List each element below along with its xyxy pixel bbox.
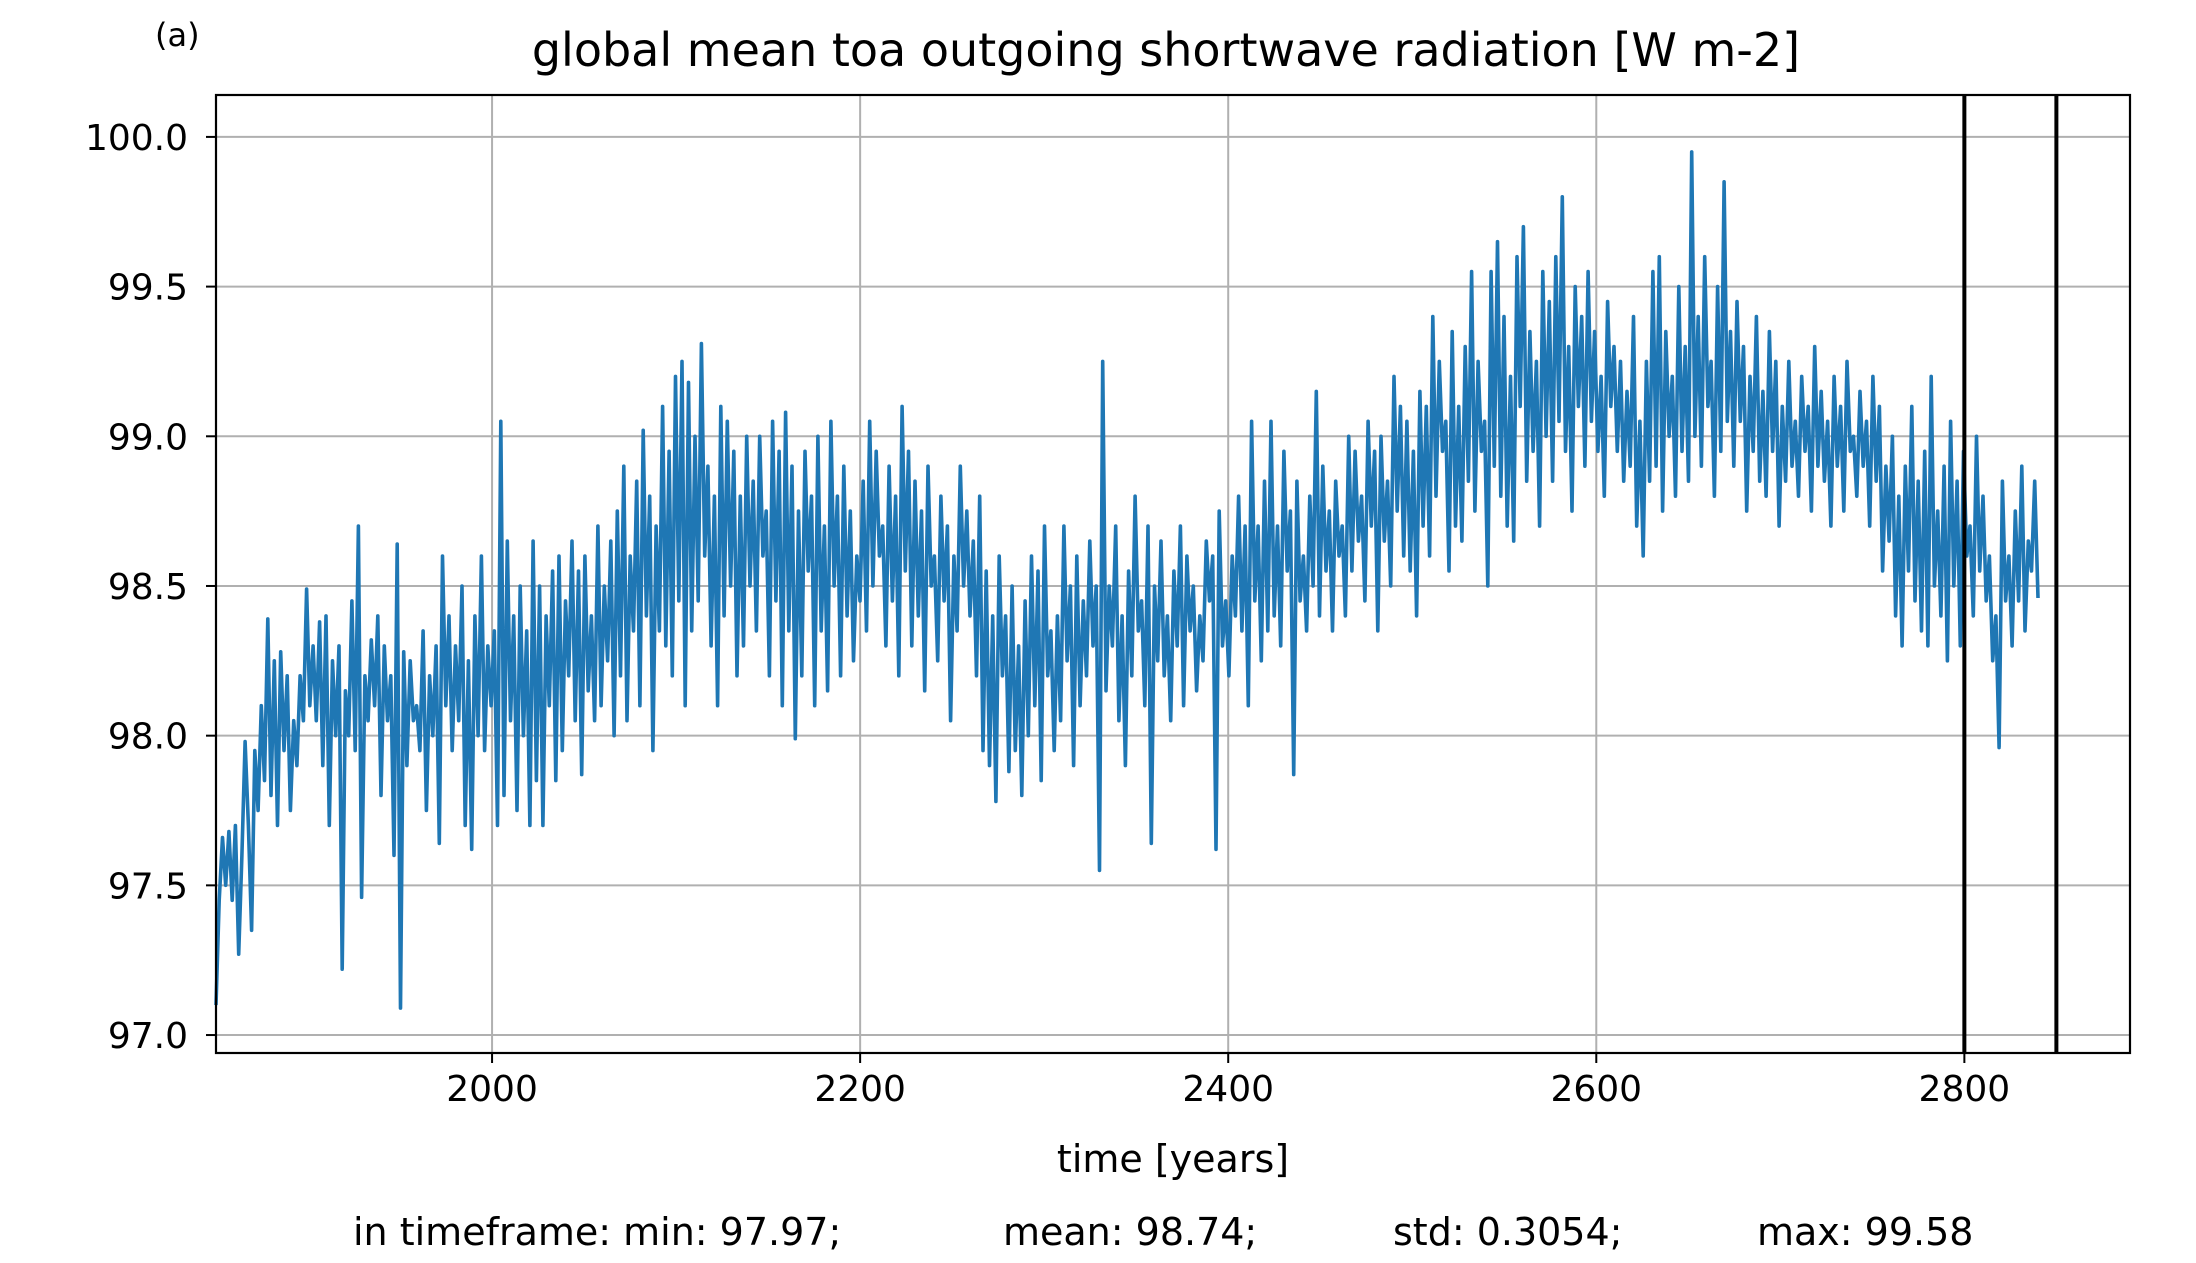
x-tick-label: 2000 [446, 1069, 538, 1110]
series-line [214, 150, 2040, 1010]
x-tick-label: 2400 [1182, 1069, 1274, 1110]
vertical-markers [1962, 95, 2059, 1053]
x-tick-label: 2200 [814, 1069, 906, 1110]
y-axis: 97.0 97.5 98.0 98.5 99.0 99.5 100.0 [85, 118, 216, 1057]
stats-mean: mean: 98.74; [1003, 1210, 1258, 1254]
panel-label: (a) [155, 16, 200, 54]
series-layer [214, 150, 2040, 1010]
y-tick-label: 98.5 [108, 567, 188, 608]
stats-max: max: 99.58 [1757, 1210, 1974, 1254]
y-tick-label: 98.0 [108, 717, 188, 758]
stats-std: std: 0.3054; [1393, 1210, 1623, 1254]
chart-title: global mean toa outgoing shortwave radia… [532, 23, 1800, 77]
y-tick-label: 97.0 [108, 1016, 188, 1057]
y-tick-label: 100.0 [85, 118, 188, 159]
x-axis-label: time [years] [1057, 1137, 1289, 1181]
plot-frame [214, 93, 2132, 1055]
x-tick-label: 2800 [1919, 1069, 2011, 1110]
y-tick-label: 99.0 [108, 417, 188, 458]
x-axis: 2000 2200 2400 2600 2800 [446, 1053, 2010, 1110]
x-tick-label: 2600 [1550, 1069, 1642, 1110]
stats-min: in timeframe: min: 97.97; [353, 1210, 842, 1254]
y-tick-label: 99.5 [108, 268, 188, 309]
y-tick-label: 97.5 [108, 866, 188, 907]
